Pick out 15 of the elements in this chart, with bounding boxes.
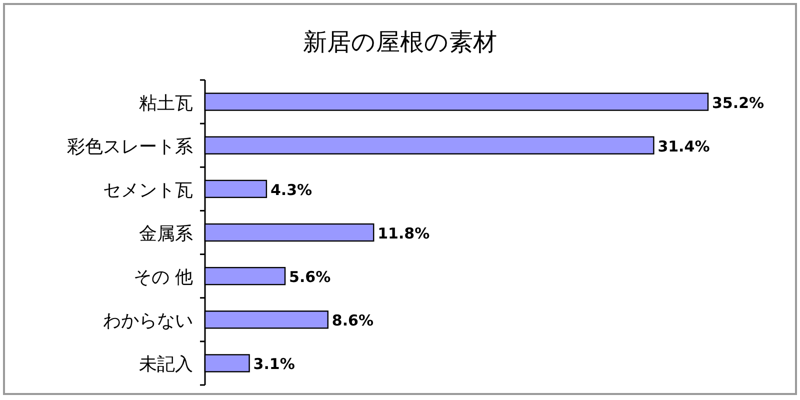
data-label: 35.2%: [712, 94, 764, 112]
y-tick-label: 未記入: [139, 354, 193, 376]
data-label: 11.8%: [378, 224, 430, 242]
data-label: 5.6%: [289, 268, 331, 286]
data-label: 3.1%: [253, 355, 295, 374]
y-tick-label: 粘土瓦: [139, 92, 193, 114]
y-tick-label: 金属系: [139, 224, 193, 244]
data-label: 31.4%: [658, 137, 710, 156]
data-label: 8.6%: [332, 312, 374, 330]
y-tick-label: わからない: [103, 310, 193, 332]
data-label: 4.3%: [270, 180, 312, 199]
chart-title: 新居の屋根の素材: [303, 28, 497, 56]
y-tick-label: 彩色スレート系: [67, 136, 193, 158]
y-tick-label: その 他: [133, 267, 193, 288]
y-tick-label: セメント瓦: [103, 180, 193, 201]
